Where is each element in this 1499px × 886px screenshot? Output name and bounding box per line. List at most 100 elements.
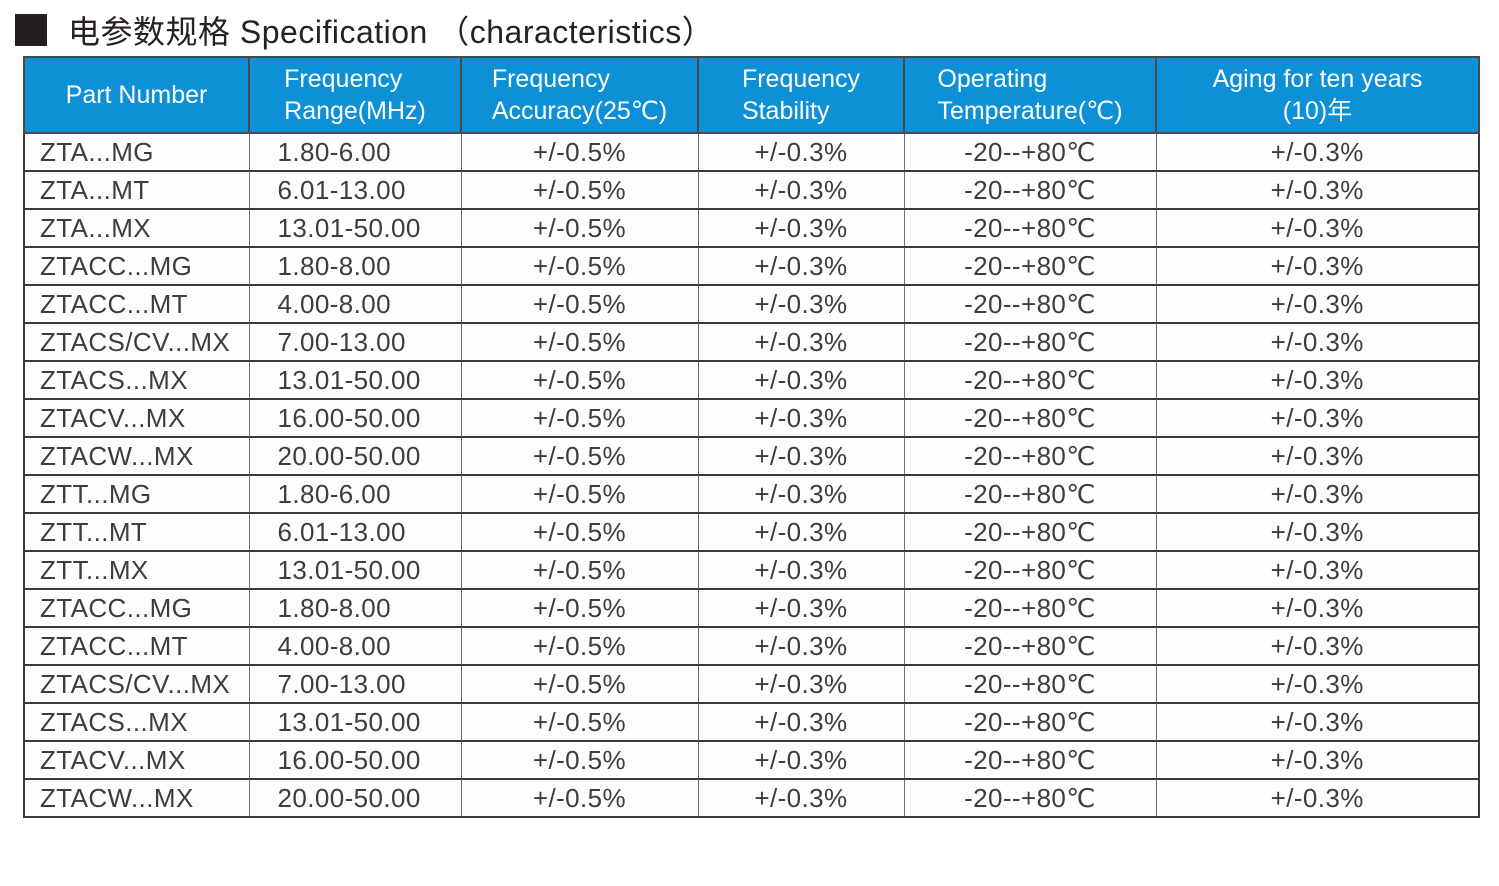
cell-frequency-accuracy: +/-0.5% [460,588,699,628]
table-row: ZTACV...MX 16.00-50.00 +/-0.5% +/-0.3% -20--… [23,398,1480,438]
cell-part-number: ZTACC...MG [23,246,250,286]
col-header-frequency-range: Frequency Range(MHz) [248,56,462,134]
cell-aging-ten-years: +/-0.3% [1155,170,1480,210]
cell-frequency-stability: +/-0.3% [697,702,905,742]
cell-frequency-stability: +/-0.3% [697,132,905,172]
cell-frequency-accuracy: +/-0.5% [460,626,699,666]
cell-aging-ten-years: +/-0.3% [1155,778,1480,818]
cell-frequency-stability: +/-0.3% [697,512,905,552]
cell-part-number: ZTACV...MX [23,740,250,780]
header-line: Frequency [741,65,861,93]
table-row: ZTACV...MX 16.00-50.00 +/-0.5% +/-0.3% -20--… [23,740,1480,780]
cell-aging-ten-years: +/-0.3% [1155,512,1480,552]
header-row: Part Number Frequency Range(MHz) Frequen… [23,56,1480,134]
table-row: ZTACW...MX 20.00-50.00 +/-0.5% +/-0.3% -20--… [23,436,1480,476]
cell-operating-temperature: -20--+80℃ [903,360,1157,400]
cell-operating-temperature: -20--+80℃ [903,626,1157,666]
cell-aging-ten-years: +/-0.3% [1155,132,1480,172]
cell-operating-temperature: -20--+80℃ [903,512,1157,552]
table-row: ZTACW...MX 20.00-50.00 +/-0.5% +/-0.3% -20--… [23,778,1480,818]
cell-frequency-accuracy: +/-0.5% [460,398,699,438]
cell-frequency-accuracy: +/-0.5% [460,360,699,400]
header-line: Range(MHz) [284,97,426,125]
table-row: ZTACC...MG 1.80-8.00 +/-0.5% +/-0.3% -20--+8… [23,588,1480,628]
header-line: Frequency [284,65,403,93]
cell-aging-ten-years: +/-0.3% [1155,474,1480,514]
cell-part-number: ZTACC...MG [23,588,250,628]
cell-frequency-range: 1.80-6.00 [248,474,462,514]
cell-frequency-range: 13.01-50.00 [248,550,462,590]
cell-frequency-range: 7.00-13.00 [248,322,462,362]
cell-operating-temperature: -20--+80℃ [903,398,1157,438]
cell-frequency-accuracy: +/-0.5% [460,474,699,514]
cell-part-number: ZTACS/CV...MX [23,322,250,362]
header-line: Stability [741,97,830,125]
cell-frequency-accuracy: +/-0.5% [460,284,699,324]
cell-part-number: ZTACS...MX [23,702,250,742]
black-square-bullet-icon [15,14,47,46]
cell-operating-temperature: -20--+80℃ [903,588,1157,628]
specification-table-header: Part Number Frequency Range(MHz) Frequen… [23,56,1480,134]
cell-frequency-stability: +/-0.3% [697,170,905,210]
cell-part-number: ZTACS...MX [23,360,250,400]
cell-frequency-stability: +/-0.3% [697,360,905,400]
cell-operating-temperature: -20--+80℃ [903,664,1157,704]
table-row: ZTACS/CV...MX 7.00-13.00 +/-0.5% +/-0.3% -20… [23,664,1480,704]
cell-frequency-range: 1.80-6.00 [248,132,462,172]
cell-frequency-stability: +/-0.3% [697,284,905,324]
cell-frequency-stability: +/-0.3% [697,588,905,628]
cell-frequency-accuracy: +/-0.5% [460,170,699,210]
header-line: (10)年 [1282,97,1353,125]
cell-frequency-stability: +/-0.3% [697,664,905,704]
cell-aging-ten-years: +/-0.3% [1155,702,1480,742]
table-row: ZTACS/CV...MX 7.00-13.00 +/-0.5% +/-0.3% -20… [23,322,1480,362]
cell-frequency-accuracy: +/-0.5% [460,740,699,780]
cell-operating-temperature: -20--+80℃ [903,246,1157,286]
cell-part-number: ZTACW...MX [23,778,250,818]
cell-frequency-stability: +/-0.3% [697,436,905,476]
table-row: ZTA...MT 6.01-13.00 +/-0.5% +/-0.3% -20--+80… [23,170,1480,210]
table-row: ZTT...MT 6.01-13.00 +/-0.5% +/-0.3% -20--+80… [23,512,1480,552]
cell-frequency-stability: +/-0.3% [697,322,905,362]
cell-operating-temperature: -20--+80℃ [903,284,1157,324]
cell-operating-temperature: -20--+80℃ [903,132,1157,172]
table-row: ZTACC...MT 4.00-8.00 +/-0.5% +/-0.3% -20--+8… [23,284,1480,324]
cell-frequency-stability: +/-0.3% [697,550,905,590]
cell-frequency-range: 4.00-8.00 [248,626,462,666]
cell-frequency-stability: +/-0.3% [697,778,905,818]
cell-frequency-accuracy: +/-0.5% [460,436,699,476]
specification-table: Part Number Frequency Range(MHz) Frequen… [23,56,1480,818]
cell-frequency-range: 1.80-8.00 [248,588,462,628]
cell-operating-temperature: -20--+80℃ [903,778,1157,818]
cell-aging-ten-years: +/-0.3% [1155,322,1480,362]
cell-part-number: ZTA...MT [23,170,250,210]
cell-part-number: ZTA...MX [23,208,250,248]
cell-frequency-accuracy: +/-0.5% [460,246,699,286]
cell-frequency-accuracy: +/-0.5% [460,208,699,248]
cell-part-number: ZTT...MG [23,474,250,514]
cell-part-number: ZTT...MT [23,512,250,552]
col-header-part-number: Part Number [23,56,250,134]
cell-operating-temperature: -20--+80℃ [903,474,1157,514]
cell-frequency-stability: +/-0.3% [697,246,905,286]
cell-frequency-range: 16.00-50.00 [248,398,462,438]
cell-aging-ten-years: +/-0.3% [1155,398,1480,438]
cell-frequency-stability: +/-0.3% [697,474,905,514]
header-line: Temperature(℃) [937,97,1123,125]
cell-frequency-stability: +/-0.3% [697,626,905,666]
cell-frequency-accuracy: +/-0.5% [460,132,699,172]
table-row: ZTA...MG 1.80-6.00 +/-0.5% +/-0.3% -20--+80℃… [23,132,1480,172]
cell-operating-temperature: -20--+80℃ [903,436,1157,476]
cell-frequency-stability: +/-0.3% [697,208,905,248]
cell-operating-temperature: -20--+80℃ [903,550,1157,590]
cell-frequency-range: 16.00-50.00 [248,740,462,780]
table-row: ZTACC...MG 1.80-8.00 +/-0.5% +/-0.3% -20--+8… [23,246,1480,286]
cell-frequency-range: 6.01-13.00 [248,170,462,210]
cell-part-number: ZTT...MX [23,550,250,590]
header-line: Aging for ten years [1212,65,1423,93]
cell-aging-ten-years: +/-0.3% [1155,626,1480,666]
cell-aging-ten-years: +/-0.3% [1155,664,1480,704]
cell-frequency-accuracy: +/-0.5% [460,702,699,742]
header-line: Part Number [65,81,208,109]
cell-part-number: ZTACC...MT [23,284,250,324]
